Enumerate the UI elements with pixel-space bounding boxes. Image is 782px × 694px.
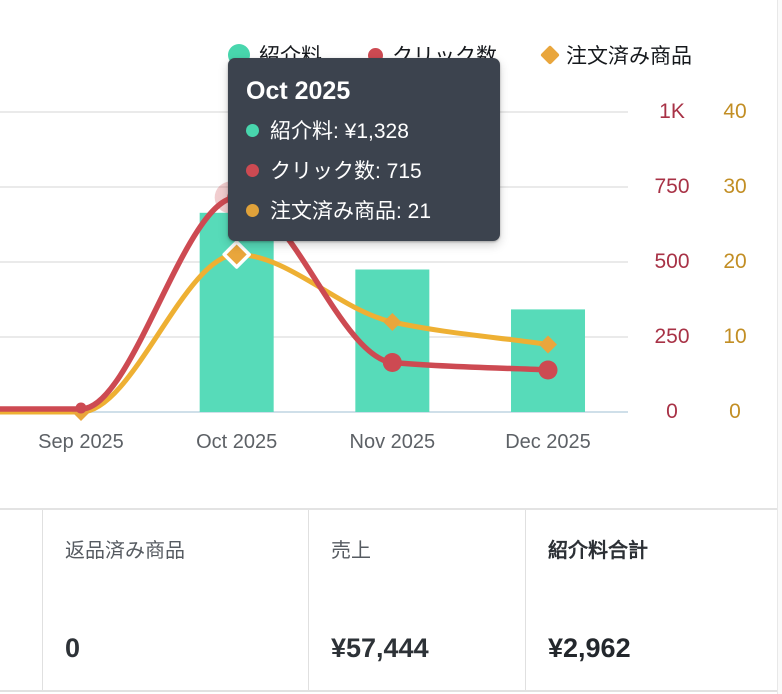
bar-Nov 2025 — [355, 269, 430, 412]
stat-card-2: 紹介料合計 ¥2,962 — [525, 510, 778, 690]
tooltip-row-1: クリック数: 715 — [246, 150, 482, 190]
y-tick-label-red: 750 — [654, 175, 690, 198]
y-tick-label-gold: 30 — [723, 175, 747, 198]
y-tick-label-gold: 40 — [723, 100, 747, 123]
stats-top-divider — [0, 508, 782, 510]
point-clicks-sep — [75, 402, 87, 414]
y-tick-label-red: 250 — [654, 325, 690, 348]
y-tick-label-gold: 0 — [729, 400, 741, 423]
y-tick-label-gold: 10 — [723, 325, 747, 348]
stat-label: 紹介料合計 — [548, 540, 648, 562]
tooltip-row-text: 紹介料: ¥1,328 — [270, 120, 409, 143]
legend-label: 注文済み商品 — [566, 45, 692, 68]
tooltip-row-text: クリック数: 715 — [270, 160, 422, 183]
point-clicks-nov — [382, 353, 402, 372]
y-tick-label-red: 0 — [666, 400, 678, 423]
stat-value: 0 — [65, 633, 81, 663]
panel-right-border — [777, 0, 782, 694]
tooltip-row-text: 注文済み商品: 21 — [270, 200, 432, 223]
chart-canvas[interactable] — [0, 0, 782, 430]
point-orders-dec — [539, 335, 558, 354]
y-tick-label-red: 1K — [659, 100, 685, 123]
stat-card-1: 売上 ¥57,444 — [308, 510, 525, 690]
y-tick-label-red: 500 — [654, 250, 690, 273]
x-tick-label: Sep 2025 — [38, 431, 124, 453]
series-dot-icon — [246, 123, 259, 137]
line-orders — [0, 251, 551, 415]
stat-label: 返品済み商品 — [65, 540, 185, 562]
stat-value: ¥2,962 — [548, 633, 631, 663]
stat-value: ¥57,444 — [331, 633, 429, 663]
y-tick-label-gold: 20 — [723, 250, 747, 273]
stats-bottom-divider — [0, 690, 782, 692]
x-tick-label: Oct 2025 — [196, 431, 278, 453]
stat-card-0: 返品済み商品 0 — [42, 510, 308, 690]
stat-label: 売上 — [331, 540, 371, 562]
series-dot-icon — [246, 163, 259, 177]
x-tick-label: Dec 2025 — [505, 431, 591, 453]
chart-tooltip: Oct 2025 紹介料: ¥1,328 クリック数: 715 注文済み商品: 21 — [228, 58, 500, 241]
series-dot-icon — [246, 203, 259, 217]
tooltip-row-0: 紹介料: ¥1,328 — [246, 110, 482, 150]
legend-item-2[interactable]: 注文済み商品 — [540, 40, 692, 70]
tooltip-rows: 紹介料: ¥1,328 クリック数: 715 注文済み商品: 21 — [246, 110, 482, 230]
point-orders-nov — [383, 313, 402, 331]
x-tick-label: Nov 2025 — [349, 431, 436, 453]
point-orders-oct-active — [222, 240, 251, 269]
stats-row: 返品済み商品 0 売上 ¥57,444 紹介料合計 ¥2,962 — [42, 510, 778, 690]
tooltip-row-2: 注文済み商品: 21 — [246, 190, 482, 230]
diamond-marker-icon — [540, 45, 560, 65]
tooltip-title: Oct 2025 — [246, 77, 351, 105]
point-clicks-dec — [538, 360, 558, 380]
